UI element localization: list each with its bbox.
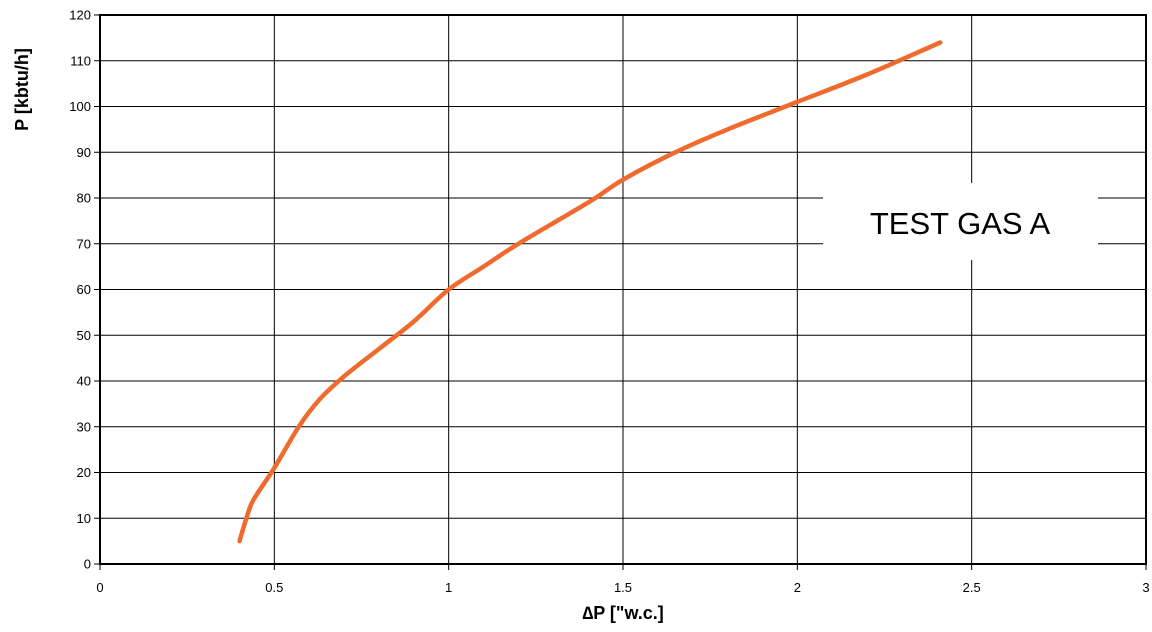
- y-tick-label: 110: [70, 53, 91, 68]
- annotation-background: [823, 183, 1098, 260]
- y-axis-label: P [kbtu/h]: [12, 48, 32, 131]
- y-tick-label: 60: [77, 282, 91, 297]
- x-tick-label: 1: [445, 580, 452, 595]
- y-tick-label: 30: [77, 419, 91, 434]
- annotation-text: TEST GAS A: [870, 206, 1051, 241]
- y-tick-label: 100: [69, 99, 91, 114]
- y-tick-label: 0: [84, 557, 91, 572]
- plot-frame: [99, 14, 1147, 565]
- x-axis-label: ∆P ["w.c.]: [582, 603, 664, 623]
- x-tick-label: 3: [1142, 580, 1149, 595]
- x-tick-label: 1.5: [614, 580, 632, 595]
- y-tick-labels: 0 10 20 30 40 50 60 70 80 90 100 110 120: [69, 8, 91, 572]
- x-tick-label: 2.5: [963, 580, 981, 595]
- y-tick-label: 10: [77, 511, 91, 526]
- series-line: [237, 40, 943, 544]
- y-tick-label: 40: [77, 374, 91, 389]
- y-tick-label: 20: [77, 465, 91, 480]
- grid-lines: [99, 14, 1147, 565]
- y-tick-label: 90: [77, 145, 91, 160]
- x-tick-label: 2: [794, 580, 801, 595]
- annotation: TEST GAS A: [823, 183, 1098, 260]
- x-tick-labels: 0 0.5 1 1.5 2 2.5 3: [96, 580, 1149, 595]
- x-tick-label: 0: [96, 580, 103, 595]
- y-tick-label: 80: [77, 191, 91, 206]
- x-tick-label: 0.5: [265, 580, 283, 595]
- series-lines: [237, 40, 943, 544]
- y-tick-label: 120: [69, 8, 91, 23]
- y-tick-label: 70: [77, 236, 91, 251]
- y-tick-label: 50: [77, 328, 91, 343]
